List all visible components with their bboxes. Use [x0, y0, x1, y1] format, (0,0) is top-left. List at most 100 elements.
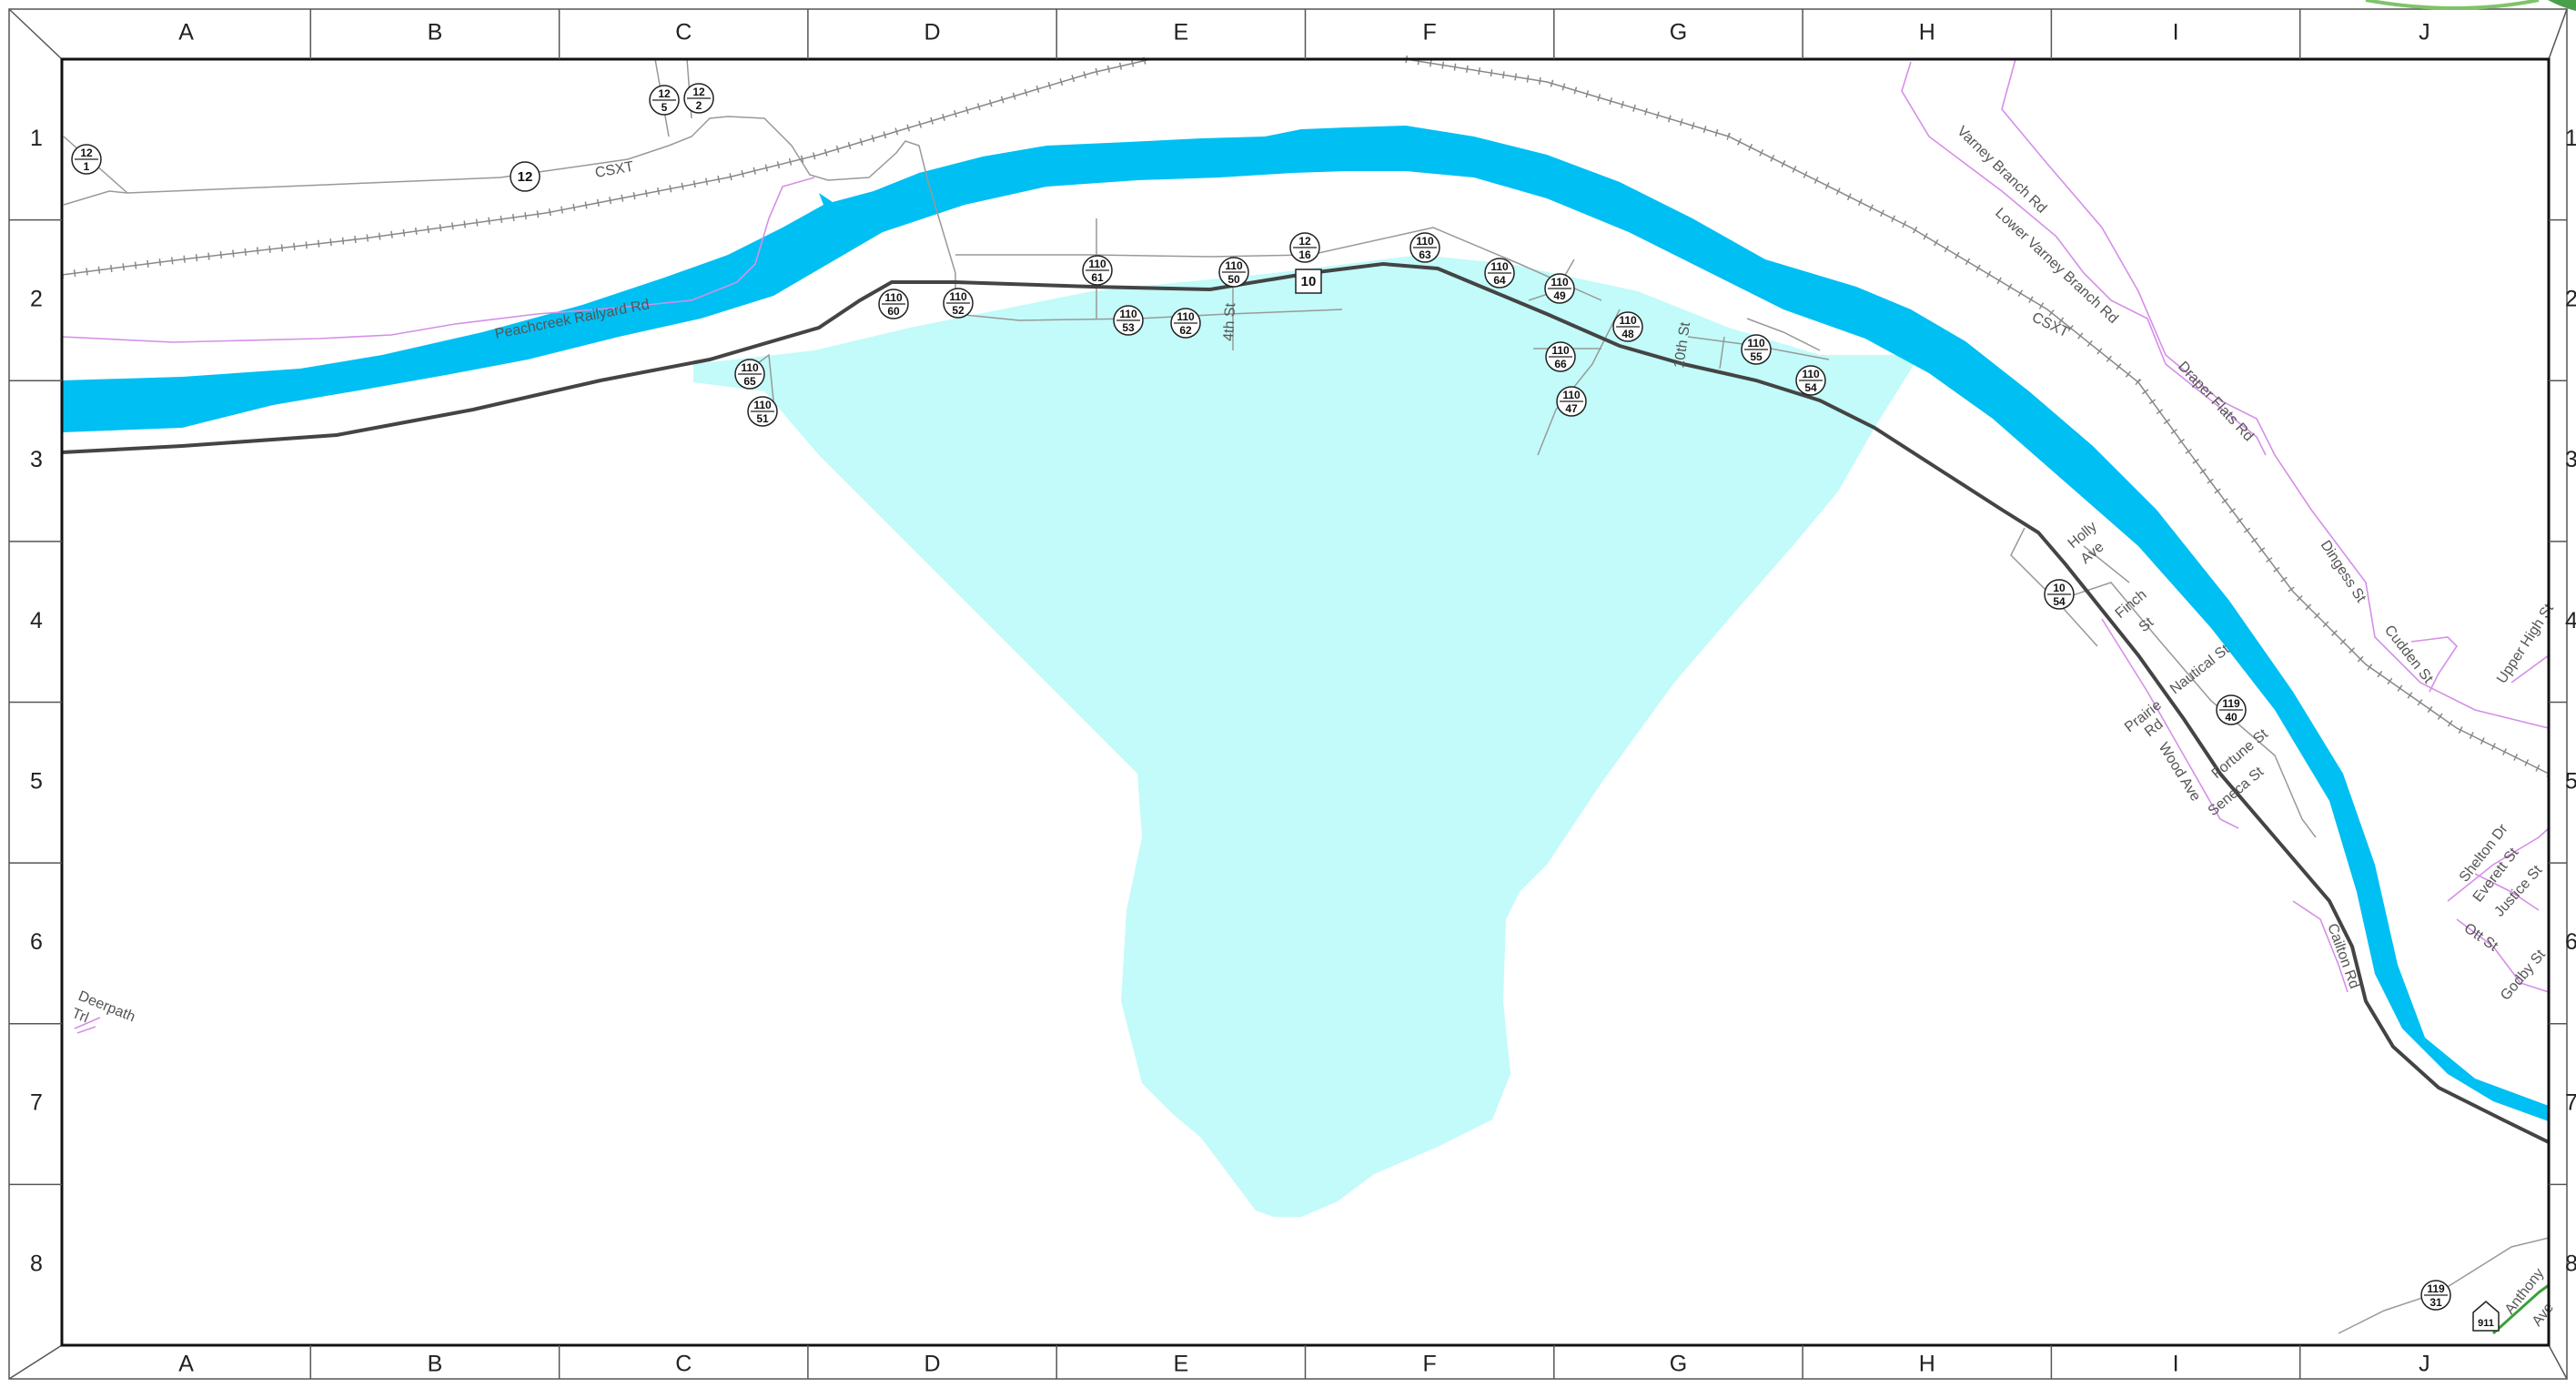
grid-row-label: 4: [2565, 608, 2576, 633]
shield-top-number: 110: [1802, 368, 1820, 380]
grid-column-label: I: [2173, 20, 2179, 46]
grid-row-label: 5: [30, 768, 43, 794]
address-shield[interactable]: 121: [71, 144, 102, 175]
grid-column-label: H: [1919, 20, 1935, 46]
shield-top-number: 110: [1619, 314, 1637, 327]
grid-column-label: H: [1919, 1352, 1935, 1377]
address-shield[interactable]: 12: [510, 161, 540, 192]
grid-column-label: G: [1670, 1352, 1687, 1377]
shield-top-number: 110: [1747, 337, 1765, 350]
grid-row-label: 4: [30, 608, 43, 633]
shield-top-number: 119: [2222, 697, 2240, 710]
shield-bottom-number: 61: [1091, 271, 1104, 284]
road-label-10th-st: 10th St: [1672, 320, 1693, 369]
shield-top-number: 12: [1298, 235, 1311, 248]
shield-bottom-number: 48: [1621, 328, 1634, 340]
shield-bottom-number: 31: [2430, 1296, 2442, 1309]
address-shield[interactable]: 122: [683, 83, 714, 114]
shield-top-number: 12: [692, 86, 705, 98]
shield-top-number: 110: [1551, 276, 1569, 289]
grid-row-label: 8: [30, 1251, 43, 1276]
grid-column-label: E: [1174, 20, 1189, 46]
shield-bottom-number: 54: [2053, 595, 2066, 608]
grid-column-label: A: [178, 20, 194, 46]
grid-row-label: 7: [30, 1090, 43, 1116]
grid-column-label: J: [2419, 1352, 2430, 1377]
shield-top-number: 110: [1225, 259, 1243, 272]
shield-bottom-number: 64: [1493, 274, 1506, 287]
railroad: [61, 56, 2551, 777]
grid-column-label: C: [675, 20, 692, 46]
grid-row-label: 7: [2565, 1090, 2576, 1116]
shield-top-number: 110: [884, 291, 903, 304]
grid-column-label: D: [924, 1352, 941, 1377]
grid-column-label: J: [2419, 20, 2430, 46]
road-label-dingess: Dingess St: [2318, 538, 2369, 606]
grid-row-label: 1: [2565, 126, 2576, 151]
shield-top-number: 110: [1551, 344, 1570, 357]
shield-top-number: 119: [2427, 1282, 2445, 1295]
road-label-lower-varney: Lower Varney Branch Rd: [1992, 205, 2120, 327]
grid-column-label: E: [1174, 1352, 1189, 1377]
shield-bottom-number: 51: [756, 412, 769, 425]
shield-top-number: 110: [949, 290, 967, 303]
grid-row-label: 1: [30, 126, 43, 151]
logo-fragment: [2548, 0, 2576, 11]
grid-row-label: 2: [2565, 287, 2576, 312]
grid-column-label: D: [924, 20, 941, 46]
main-highway: [61, 261, 2550, 1144]
grid-column-label: A: [178, 1352, 194, 1377]
e911-house-icon[interactable]: 911: [2472, 1301, 2500, 1332]
shield-bottom-number: 54: [1804, 381, 1817, 394]
grid-row-label: 6: [2565, 929, 2576, 955]
shield-top-number: 110: [1088, 258, 1106, 270]
shield-top-number: 110: [1177, 310, 1195, 323]
address-shield[interactable]: 125: [649, 85, 680, 116]
shield-bottom-number: 49: [1553, 289, 1566, 302]
route-marker-10[interactable]: 10: [1295, 268, 1322, 294]
grid-column-label: C: [675, 1352, 692, 1377]
shield-number: 12: [518, 169, 533, 185]
road-label-anthony: Ave: [2530, 1300, 2557, 1329]
shield-top-number: 110: [1490, 260, 1509, 273]
svg-text:10: 10: [1301, 274, 1317, 289]
address-shields: 1211251221211060110521106111053110501106…: [71, 83, 2451, 1311]
shield-bottom-number: 50: [1227, 273, 1240, 286]
grid-column-label: B: [428, 20, 443, 46]
railroad-label: CSXT: [594, 159, 635, 181]
shield-bottom-number: 63: [1419, 248, 1431, 261]
shield-top-number: 110: [1119, 308, 1137, 320]
shield-bottom-number: 16: [1298, 248, 1311, 261]
grid-row-label: 3: [2565, 447, 2576, 472]
road-label-cudden: Cudden St: [2381, 623, 2436, 686]
road-label-wood: Wood Ave: [2156, 740, 2204, 804]
grid-row-label: 8: [2565, 1251, 2576, 1276]
grid-column-label: G: [1670, 20, 1687, 46]
logo-fragment: [2365, 0, 2540, 10]
shield-bottom-number: 60: [887, 305, 900, 318]
shield-bottom-number: 53: [1122, 321, 1135, 334]
map-frame: [8, 8, 2568, 1380]
